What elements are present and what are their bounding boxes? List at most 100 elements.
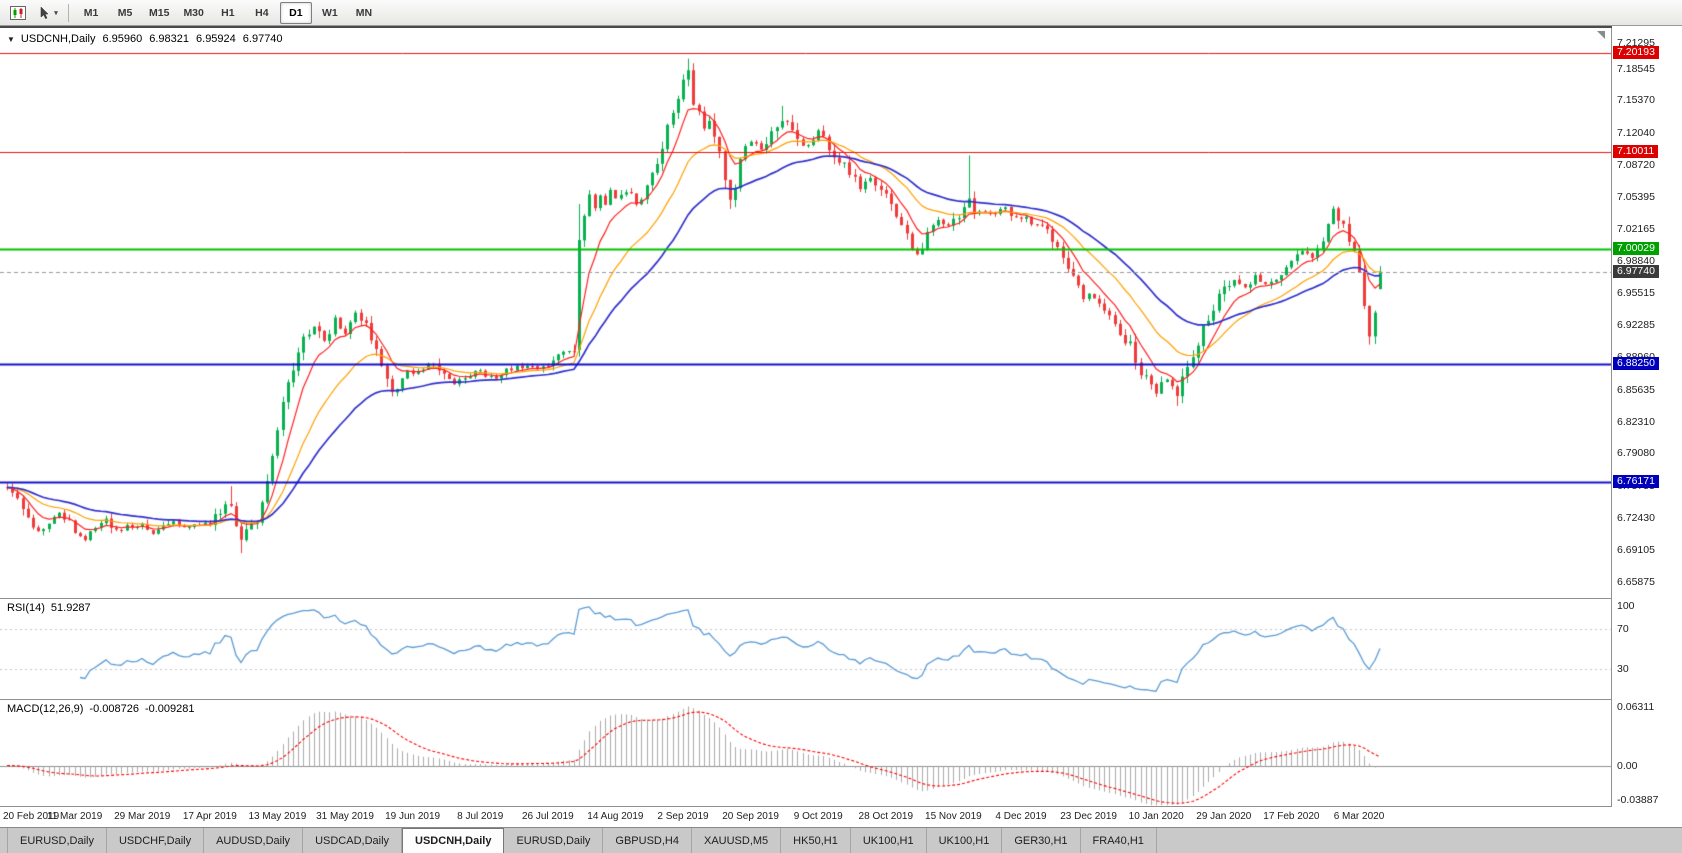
price-tick-label: 7.02165 <box>1617 222 1655 235</box>
symbol-tab-ger30-h1[interactable]: GER30,H1 <box>1002 828 1081 853</box>
chart-symbol-label: USDCNH,Daily <box>20 33 96 45</box>
toolbar-separator <box>68 3 69 22</box>
price-tick-label: 7.21295 <box>1617 36 1655 49</box>
price-tick-label: 7.08720 <box>1617 158 1655 171</box>
timeframe-button-w1[interactable]: W1 <box>322 6 338 19</box>
price-level-badge: 6.97740 <box>1613 264 1659 278</box>
date-label: 31 May 2019 <box>316 811 374 822</box>
price-tick-label: 6.65875 <box>1617 575 1655 588</box>
price-tick-label: 7.05395 <box>1617 191 1655 204</box>
symbol-tab-bar: EURUSD,Daily USDCHF,Daily AUDUSD,Daily USDC… <box>0 827 1682 853</box>
price-tick-label: 6.95515 <box>1617 287 1655 300</box>
macd-signal-value: -0.009281 <box>144 703 195 715</box>
ohlc-open: 6.95960 <box>102 33 143 45</box>
date-label: 29 Jan 2020 <box>1196 811 1252 822</box>
timeframe-button-h1[interactable]: H1 <box>221 6 235 19</box>
autoscroll-marker-icon[interactable] <box>1597 31 1605 39</box>
timeframe-button-m15[interactable]: M15 <box>149 6 170 19</box>
date-label: 15 Nov 2019 <box>925 811 982 822</box>
date-label: 8 Jul 2019 <box>457 811 504 822</box>
symbol-tab-audusd-daily[interactable]: AUDUSD,Daily <box>204 828 304 853</box>
main-price-chart[interactable] <box>0 28 1611 598</box>
timeframe-buttons: M1 M5 M15 M30 H1 H4 D1 W1 MN <box>74 1 381 24</box>
timeframe-button-m1[interactable]: M1 <box>83 6 99 19</box>
price-tick-label: 7.18545 <box>1617 63 1655 76</box>
price-axis[interactable]: 7.21295 7.18545 7.15370 7.12040 7.08720 7.053… <box>1612 26 1682 807</box>
pane-separator[interactable] <box>0 598 1682 599</box>
date-label: 4 Dec 2019 <box>995 811 1047 822</box>
macd-indicator-chart[interactable] <box>0 700 1611 806</box>
chart-tools-button[interactable]: ▾ <box>34 2 62 24</box>
date-label: 20 Feb 2019 <box>3 811 60 822</box>
date-label: 23 Dec 2019 <box>1060 811 1117 822</box>
timeframe-button-h4[interactable]: H4 <box>255 6 269 19</box>
symbol-tab-hk50-h1[interactable]: HK50,H1 <box>781 828 851 853</box>
date-label: 10 Jan 2020 <box>1128 811 1184 822</box>
crosshair-cursor-icon <box>40 5 49 19</box>
price-level-badge: 6.88250 <box>1613 357 1659 371</box>
symbol-tab-uk100-h1[interactable]: UK100,H1 <box>927 828 1003 853</box>
symbol-tab-eurusd-daily[interactable]: EURUSD,Daily <box>7 828 107 853</box>
price-tick-label: 6.72430 <box>1617 511 1655 524</box>
symbol-tab-usdchf-daily[interactable]: USDCHF,Daily <box>107 828 205 853</box>
date-label: 13 May 2019 <box>248 811 307 822</box>
price-axis-border <box>1611 28 1612 807</box>
macd-level-label: 0.00 <box>1617 759 1638 772</box>
date-label: 26 Jul 2019 <box>521 811 574 822</box>
timeframe-button-d1[interactable]: D1 <box>279 1 312 24</box>
date-axis[interactable]: 20 Feb 2019 11 Mar 2019 29 Mar 2019 17 Apr … <box>0 807 1682 827</box>
macd-pane-label: MACD(12,26,9) -0.008726 -0.009281 <box>7 703 195 715</box>
pane-separator <box>0 806 1682 807</box>
rsi-pane-label: RSI(14) 51.9287 <box>7 602 91 614</box>
rsi-name: RSI(14) <box>7 602 45 614</box>
symbol-tab-xauusd-m5[interactable]: XAUUSD,M5 <box>692 828 782 853</box>
rsi-level-label: 100 <box>1617 600 1635 612</box>
timeframe-button-m5[interactable]: M5 <box>117 6 133 19</box>
date-label: 28 Oct 2019 <box>858 811 914 822</box>
price-level-badge: 7.00029 <box>1613 242 1659 256</box>
symbol-tab-usdcad-daily[interactable]: USDCAD,Daily <box>303 828 403 853</box>
symbol-tab-eurusd-daily[interactable]: EURUSD,Daily <box>504 828 604 853</box>
timeframe-button-mn[interactable]: MN <box>355 6 373 19</box>
date-label: 29 Mar 2019 <box>114 811 171 822</box>
chart-ohlc-title: ▼ USDCNH,Daily 6.95960 6.98321 6.95924 6… <box>7 33 283 45</box>
chart-window-top-border <box>0 26 1682 28</box>
symbol-tab-uk100-h1[interactable]: UK100,H1 <box>851 828 927 853</box>
price-level-badge: 6.76171 <box>1613 474 1659 488</box>
ohlc-low: 6.95924 <box>196 33 236 45</box>
price-level-badge: 7.20193 <box>1613 46 1659 60</box>
date-label: 6 Mar 2020 <box>1333 811 1385 822</box>
price-tick-label: 6.79080 <box>1617 447 1655 460</box>
dropdown-arrow-icon: ▾ <box>54 9 58 17</box>
symbol-tab-gbpusd-h4[interactable]: GBPUSD,H4 <box>603 828 692 853</box>
price-tick-label: 6.85635 <box>1617 383 1655 396</box>
rsi-level-label: 30 <box>1617 663 1629 675</box>
charts-toolbar-button[interactable] <box>4 2 32 24</box>
top-toolbar: ▾ M1 M5 M15 M30 H1 H4 D1 W1 MN <box>0 0 1682 26</box>
macd-name: MACD(12,26,9) <box>7 703 84 715</box>
macd-level-label: -0.03887 <box>1617 794 1659 806</box>
ohlc-close: 6.97740 <box>242 33 283 45</box>
price-tick-label: 6.92285 <box>1617 318 1655 331</box>
date-label: 11 Mar 2019 <box>46 811 103 822</box>
chart-collapse-icon[interactable]: ▼ <box>7 34 15 44</box>
date-label: 19 Jun 2019 <box>385 811 441 822</box>
rsi-value: 51.9287 <box>50 602 91 614</box>
date-label: 17 Feb 2020 <box>1263 811 1320 822</box>
chart-window: ▼ USDCNH,Daily 6.95960 6.98321 6.95924 6… <box>0 26 1682 827</box>
price-tick-label: 7.12040 <box>1617 126 1655 139</box>
rsi-level-label: 70 <box>1617 623 1629 635</box>
ohlc-high: 6.98321 <box>149 33 190 45</box>
timeframe-button-m30[interactable]: M30 <box>183 6 204 19</box>
rsi-indicator-chart[interactable] <box>0 599 1611 699</box>
date-label: 14 Aug 2019 <box>587 811 644 822</box>
symbol-tab-fra40-h1[interactable]: FRA40,H1 <box>1081 828 1157 853</box>
price-tick-label: 6.69105 <box>1617 544 1655 557</box>
date-label: 9 Oct 2019 <box>793 811 843 822</box>
date-label: 2 Sep 2019 <box>657 811 709 822</box>
symbol-tab-usdcnh-daily[interactable]: USDCNH,Daily <box>402 828 505 853</box>
pane-separator[interactable] <box>0 699 1682 700</box>
price-tick-label: 7.15370 <box>1617 94 1655 107</box>
date-label: 17 Apr 2019 <box>182 811 237 822</box>
candlestick-chart-icon <box>10 5 26 20</box>
